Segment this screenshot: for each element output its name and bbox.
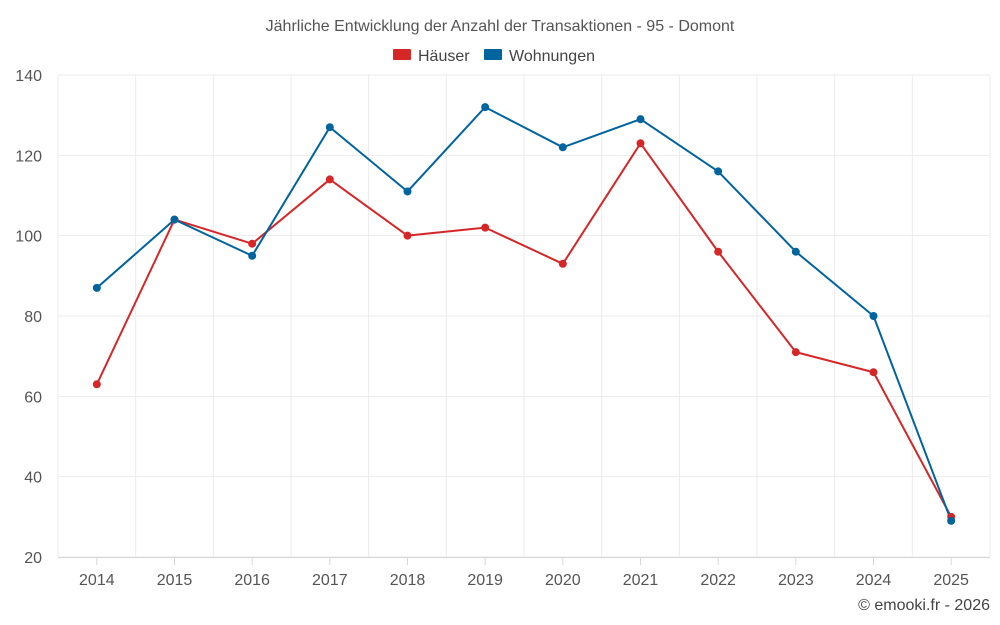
y-tick-label: 60 (24, 389, 42, 406)
x-tick-label: 2022 (700, 572, 736, 589)
y-tick-label: 20 (24, 550, 42, 567)
series (92, 103, 956, 525)
x-tick-label: 2015 (157, 572, 193, 589)
data-point-wohnungen-2024[interactable] (869, 312, 878, 320)
data-point-haeuser-2016[interactable] (248, 239, 257, 248)
data-point-haeuser-2019[interactable] (481, 223, 490, 232)
data-point-haeuser-2017[interactable] (325, 175, 334, 184)
y-tick-label: 40 (24, 470, 42, 487)
x-tick-label: 2020 (545, 572, 581, 589)
legend-item-haeuser[interactable]: Häuser (393, 48, 470, 65)
x-axis-ticks: 2014 2015 2016 2017 2018 2019 2020 2021 2022 2023… (79, 557, 969, 589)
data-point-haeuser-2021[interactable] (636, 139, 645, 148)
y-tick-label: 140 (15, 68, 42, 85)
data-point-wohnungen-2016[interactable] (248, 251, 257, 260)
credit-text: © emooki.fr - 2026 (858, 597, 990, 614)
y-tick-label: 80 (24, 309, 42, 326)
x-tick-label: 2016 (234, 572, 270, 589)
x-tick-label: 2017 (312, 572, 348, 589)
legend-item-wohnungen[interactable]: Wohnungen (484, 48, 595, 65)
gridlines (57, 74, 991, 558)
data-point-haeuser-2022[interactable] (714, 247, 723, 256)
data-point-haeuser-2023[interactable] (791, 348, 800, 357)
data-point-wohnungen-2018[interactable] (403, 187, 412, 196)
data-point-wohnungen-2023[interactable] (791, 247, 800, 256)
data-point-wohnungen-2021[interactable] (636, 115, 645, 124)
data-point-wohnungen-2025[interactable] (947, 516, 956, 525)
data-point-wohnungen-2020[interactable] (558, 143, 567, 152)
data-point-haeuser-2018[interactable] (403, 231, 412, 240)
y-axis-ticks: 20 40 60 80 100 120 140 (15, 68, 42, 567)
data-point-wohnungen-2015[interactable] (170, 215, 179, 224)
x-tick-label: 2018 (390, 572, 426, 589)
data-point-wohnungen-2017[interactable] (325, 123, 334, 132)
chart-title: Jährliche Entwicklung der Anzahl der Tra… (266, 18, 735, 35)
x-tick-label: 2024 (856, 572, 892, 589)
series-line-wohnungen (96, 106, 953, 522)
data-point-wohnungen-2022[interactable] (714, 167, 723, 176)
legend-swatch-wohnungen (484, 49, 502, 60)
x-tick-label: 2021 (623, 572, 659, 589)
y-tick-label: 100 (15, 229, 42, 246)
legend: Häuser Wohnungen (393, 48, 595, 65)
data-point-wohnungen-2019[interactable] (481, 103, 490, 112)
y-tick-label: 120 (15, 148, 42, 165)
data-point-haeuser-2014[interactable] (92, 380, 101, 389)
x-tick-label: 2014 (79, 572, 115, 589)
x-tick-label: 2019 (467, 572, 503, 589)
data-point-haeuser-2024[interactable] (869, 368, 878, 377)
legend-label-wohnungen: Wohnungen (509, 48, 595, 65)
x-tick-label: 2023 (778, 572, 814, 589)
x-tick-label: 2025 (933, 572, 969, 589)
data-point-wohnungen-2014[interactable] (92, 283, 101, 292)
legend-swatch-haeuser (393, 49, 411, 60)
series-line-haeuser (95, 142, 953, 518)
data-point-haeuser-2020[interactable] (558, 259, 567, 268)
legend-label-haeuser: Häuser (418, 48, 470, 65)
